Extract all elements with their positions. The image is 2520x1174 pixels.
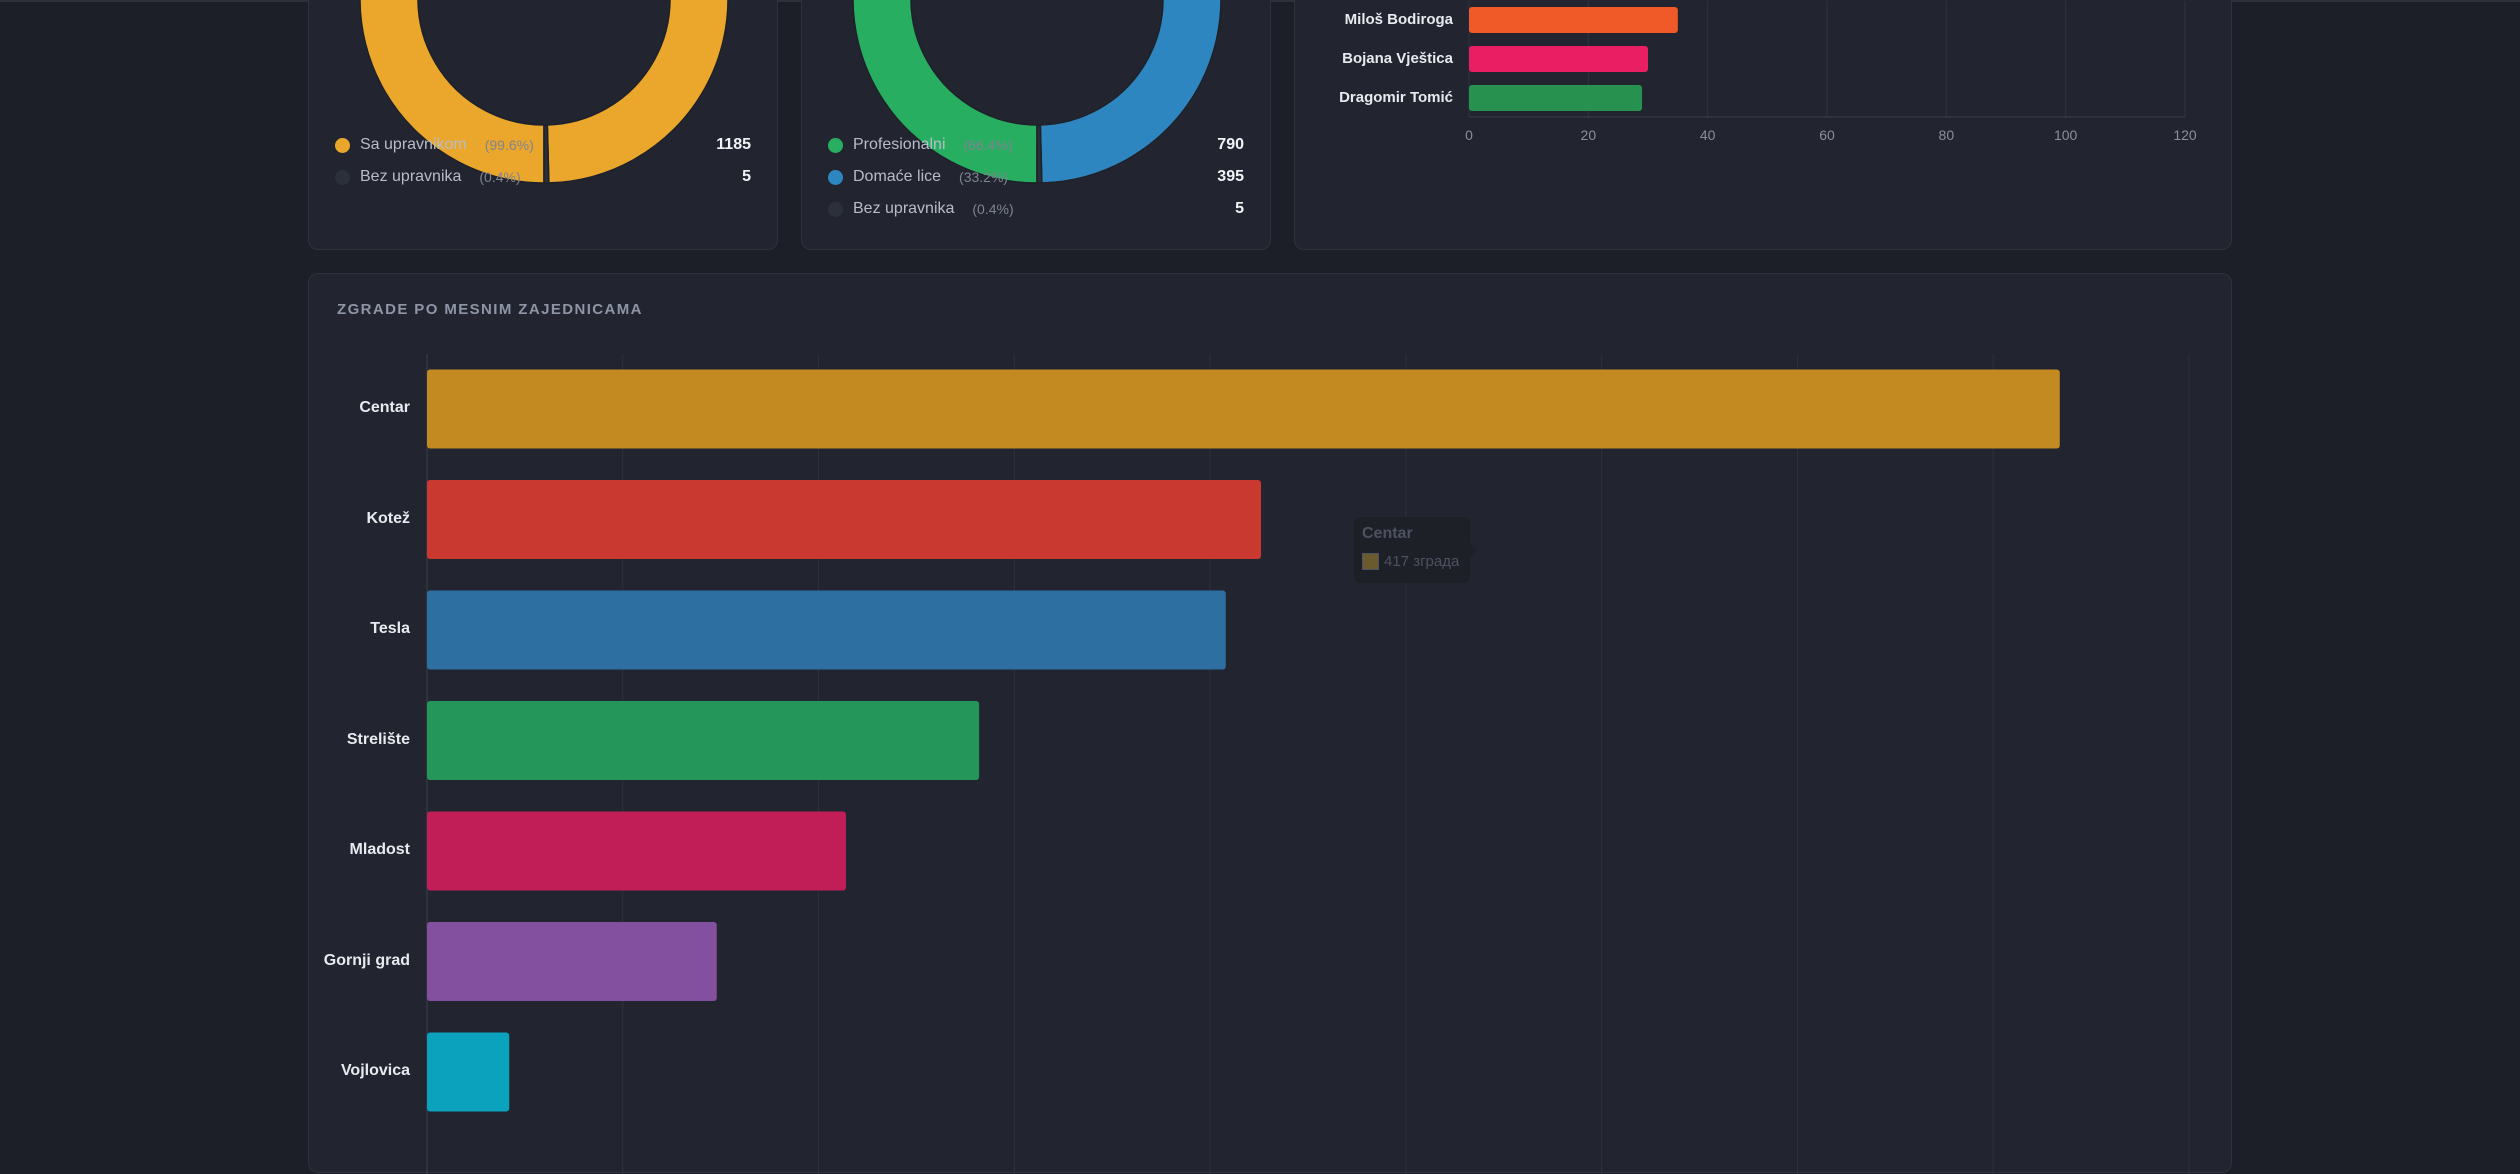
- management-type-card: Profesionalni (66.4%) 790 Domaće lice (33.2%…: [801, 0, 1271, 250]
- manager-label: Bojana Vještica: [1342, 50, 1453, 67]
- legend-value: 1185: [716, 136, 751, 153]
- mz-bar[interactable]: [427, 811, 846, 891]
- status-donut-slice-0[interactable]: [359, 0, 729, 184]
- mz-bar[interactable]: [427, 701, 980, 780]
- mz-bar-chart: [426, 354, 2190, 1174]
- legend-label: Profesionalni: [853, 136, 946, 153]
- legend-dot-icon: [335, 169, 350, 185]
- management-status-card: Sa upravnikom (99.6%) 1185 Bez upravnika (0.…: [308, 0, 778, 250]
- x-tick-label: 120: [2173, 127, 2197, 143]
- type-legend-item[interactable]: Profesionalni (66.4%) 790: [828, 133, 1244, 157]
- x-tick-label: 100: [2053, 127, 2078, 143]
- legend-label: Sa upravnikom: [360, 136, 467, 153]
- manager-label: Dragomir Tomić: [1339, 89, 1453, 106]
- legend-percent: (0.4%): [479, 169, 521, 185]
- mz-category-label: Kotež: [366, 509, 410, 527]
- mz-bar[interactable]: [427, 922, 717, 1001]
- legend-dot-icon: [828, 137, 843, 153]
- type-donut-slice-0[interactable]: [852, 0, 1195, 184]
- status-donut-slice-1[interactable]: [543, 124, 550, 184]
- mz-category-label: Centar: [359, 399, 410, 416]
- legend-value: 790: [1217, 136, 1244, 153]
- mz-bar[interactable]: [427, 480, 1262, 559]
- mz-category-label: Tesla: [370, 620, 410, 637]
- x-tick-label: 40: [1699, 127, 1716, 143]
- mz-category-label: Gornji grad: [323, 951, 410, 969]
- mz-chart-card: ZGRADE PO MESNIM ZAJEDNICAMA Centar Kotež…: [308, 273, 2232, 1174]
- manager-bar[interactable]: [1469, 46, 1648, 72]
- manager-bar[interactable]: [1469, 85, 1643, 111]
- legend-label: Bez upravnika: [853, 200, 955, 217]
- legend-dot-icon: [335, 137, 350, 153]
- mz-category-label: Vojlovica: [340, 1062, 410, 1079]
- type-donut-slice-1[interactable]: [1039, 0, 1222, 184]
- legend-label: Bez upravnika: [360, 168, 462, 185]
- legend-dot-icon: [828, 201, 843, 217]
- status-legend-item[interactable]: Sa upravnikom (99.6%) 1185: [335, 133, 751, 157]
- x-tick-label: 20: [1580, 127, 1597, 143]
- management-status-donut: [359, 0, 729, 184]
- legend-dot-icon: [828, 169, 843, 185]
- legend-label: Domaće lice: [853, 168, 942, 185]
- type-legend-item[interactable]: Domaće lice (33.2%) 395: [828, 165, 1244, 189]
- manager-bar[interactable]: [1469, 7, 1678, 33]
- legend-percent: (0.4%): [972, 201, 1014, 217]
- chart-tooltip: Centar 417 зграда: [1354, 517, 1470, 583]
- section-title: ZGRADE PO MESNIM ZAJEDNICAMA: [337, 301, 643, 318]
- management-type-donut: [852, 0, 1222, 184]
- manager-label: Miloš Bodiroga: [1344, 11, 1453, 28]
- tooltip-title: Centar: [1362, 525, 1413, 542]
- tooltip-swatch: [1362, 553, 1379, 570]
- x-tick-label: 0: [1465, 127, 1473, 143]
- managers-chart-card: 0 20 40 60 80 100 120 Miloš Bodiroga Bojana Vješ…: [1294, 0, 2232, 250]
- legend-percent: (33.2%): [959, 169, 1009, 185]
- mz-category-label: Mladost: [349, 841, 410, 858]
- managers-bar-chart: [1468, 1, 2186, 118]
- legend-percent: (66.4%): [963, 137, 1013, 153]
- legend-value: 5: [742, 168, 751, 185]
- legend-value: 395: [1217, 168, 1244, 185]
- tooltip-arrow: [1470, 543, 1477, 557]
- mz-category-label: Strelište: [346, 730, 410, 748]
- type-donut-slice-2[interactable]: [1036, 124, 1043, 184]
- x-tick-label: 80: [1938, 127, 1955, 143]
- status-legend-item[interactable]: Bez upravnika (0.4%) 5: [335, 165, 751, 189]
- mz-bar[interactable]: [427, 1032, 510, 1112]
- legend-percent: (99.6%): [484, 137, 534, 153]
- x-tick-label: 60: [1819, 127, 1835, 143]
- tooltip-value: 417 зграда: [1384, 553, 1460, 570]
- mz-bar[interactable]: [427, 590, 1226, 670]
- mz-bar[interactable]: [427, 369, 2060, 449]
- type-legend-item[interactable]: Bez upravnika (0.4%) 5: [828, 197, 1244, 221]
- legend-value: 5: [1235, 200, 1244, 217]
